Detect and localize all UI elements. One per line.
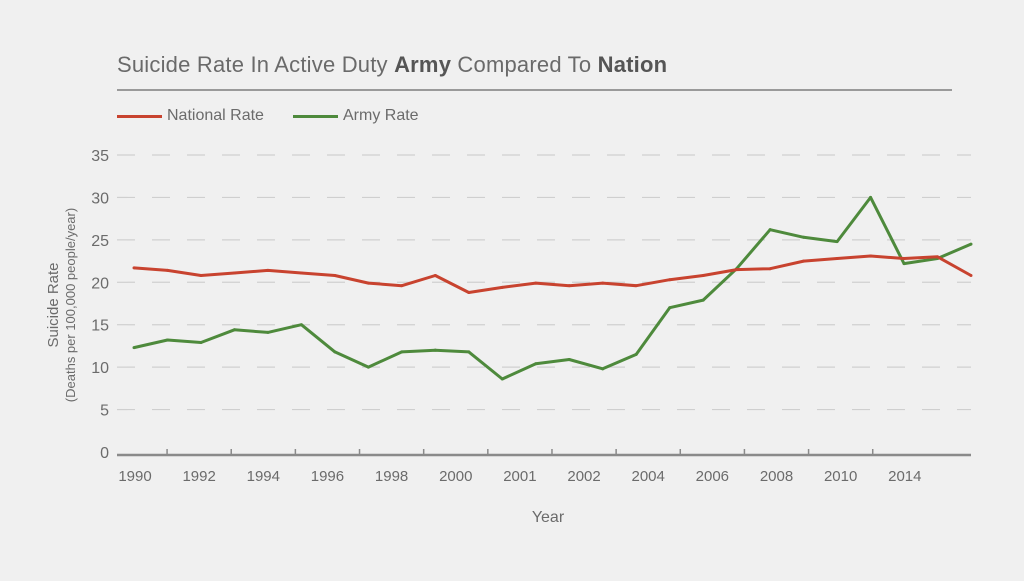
- series-line-army-rate: [133, 195, 972, 381]
- data-point: [567, 358, 571, 362]
- data-point: [768, 228, 772, 232]
- data-point: [467, 350, 471, 354]
- data-point: [735, 268, 739, 272]
- data-point: [534, 281, 538, 285]
- data-point: [601, 367, 605, 371]
- y-tick-label: 30: [91, 190, 109, 207]
- data-point: [266, 268, 270, 272]
- data-point: [400, 284, 404, 288]
- x-tick-label: 2000: [439, 468, 472, 485]
- data-point: [936, 255, 940, 259]
- data-point: [333, 273, 337, 277]
- x-axis-label: Year: [532, 509, 565, 526]
- data-point: [701, 273, 705, 277]
- data-point: [232, 271, 236, 275]
- data-point: [333, 350, 337, 354]
- data-point: [266, 330, 270, 334]
- x-tick-label: 1994: [247, 468, 280, 485]
- data-point: [299, 323, 303, 327]
- data-point: [199, 273, 203, 277]
- data-point: [400, 350, 404, 354]
- x-tick-label: 2002: [567, 468, 600, 485]
- data-point: [634, 284, 638, 288]
- data-point: [802, 235, 806, 239]
- legend-swatch-army: [293, 114, 338, 118]
- x-tick-label: 2006: [696, 468, 729, 485]
- title-divider: [117, 89, 952, 91]
- data-point: [165, 268, 169, 272]
- x-tick-label: 2001: [503, 468, 536, 485]
- x-tick-label: 1992: [182, 468, 215, 485]
- y-tick-label: 10: [91, 360, 109, 377]
- data-point: [199, 341, 203, 345]
- y-axis-sublabel: (Deaths per 100,000 people/year): [63, 208, 78, 402]
- data-point: [500, 377, 504, 381]
- x-tick-label: 2014: [888, 468, 921, 485]
- data-point: [433, 273, 437, 277]
- legend-swatch-national: [117, 114, 162, 118]
- data-point: [433, 348, 437, 352]
- y-tick-label: 35: [91, 148, 109, 165]
- data-point: [835, 257, 839, 261]
- data-point: [802, 259, 806, 263]
- legend-item-national: National Rate: [117, 107, 264, 125]
- data-point: [835, 240, 839, 244]
- data-point: [366, 365, 370, 369]
- data-point: [634, 352, 638, 356]
- data-point: [902, 262, 906, 266]
- data-point: [567, 284, 571, 288]
- data-point: [467, 290, 471, 294]
- chart-title: Suicide Rate In Active Duty Army Compare…: [117, 52, 667, 78]
- y-tick-label: 5: [100, 403, 109, 420]
- x-tick-label: 1990: [118, 468, 151, 485]
- x-tick-label: 2010: [824, 468, 857, 485]
- title-part: Army: [394, 52, 452, 77]
- data-point: [969, 273, 973, 277]
- title-part: Compared To: [451, 52, 598, 77]
- data-point: [500, 285, 504, 289]
- data-point: [132, 266, 136, 270]
- y-tick-label: 0: [100, 445, 109, 462]
- legend-label-national: National Rate: [167, 107, 264, 124]
- data-point: [869, 254, 873, 258]
- data-point: [366, 281, 370, 285]
- legend-item-army: Army Rate: [293, 107, 419, 125]
- data-point: [902, 257, 906, 261]
- y-tick-label: 25: [91, 233, 109, 250]
- data-point: [668, 278, 672, 282]
- data-point: [601, 281, 605, 285]
- data-point: [969, 242, 973, 246]
- data-point: [165, 338, 169, 342]
- y-tick-label: 20: [91, 275, 109, 292]
- data-point: [299, 271, 303, 275]
- x-tick-label: 2008: [760, 468, 793, 485]
- data-point: [768, 267, 772, 271]
- title-part: Nation: [597, 52, 668, 77]
- data-point: [701, 298, 705, 302]
- series-line-national-rate: [133, 254, 972, 294]
- y-axis-label: Suicide Rate: [45, 262, 62, 347]
- data-point: [869, 195, 873, 199]
- x-tick-label: 2004: [632, 468, 665, 485]
- y-tick-label: 15: [91, 318, 109, 335]
- data-point: [534, 362, 538, 366]
- x-tick-label: 1996: [311, 468, 344, 485]
- legend-label-army: Army Rate: [343, 107, 419, 124]
- data-point: [132, 346, 136, 350]
- title-part: Suicide Rate In Active Duty: [117, 52, 395, 77]
- data-point: [232, 328, 236, 332]
- data-point: [668, 306, 672, 310]
- x-tick-label: 1998: [375, 468, 408, 485]
